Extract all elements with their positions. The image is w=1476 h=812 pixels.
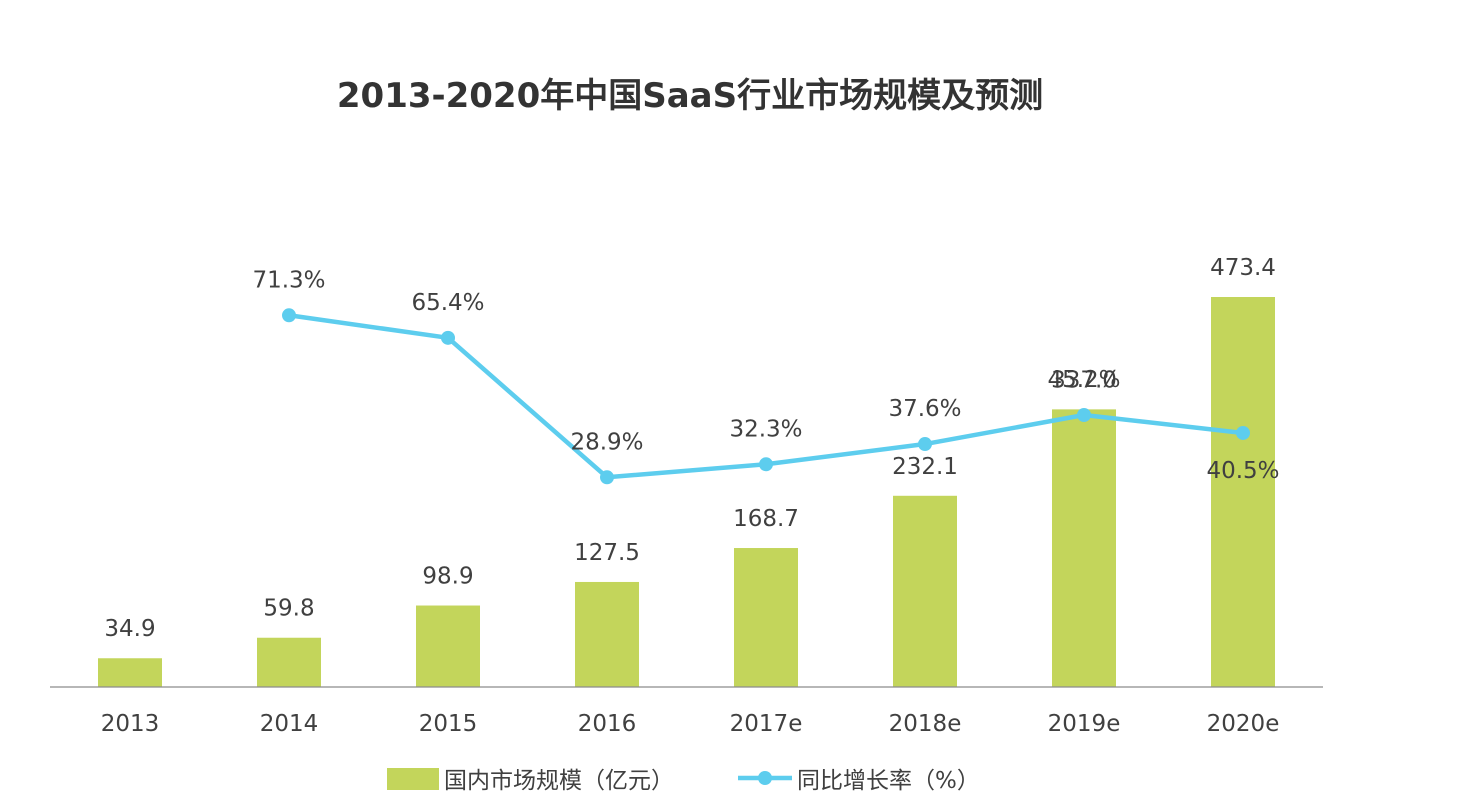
x-tick-2014: 2014 xyxy=(260,711,319,737)
growth-label-2014: 71.3% xyxy=(252,267,325,293)
growth-rate-labels: 71.3% 65.4% 28.9% 32.3% 37.6% 45.2% 40.5% xyxy=(252,267,1279,484)
legend-bar-swatch xyxy=(387,768,439,790)
legend: 国内市场规模（亿元） 同比增长率（%） xyxy=(387,768,980,794)
bar-label-2015: 98.9 xyxy=(422,564,473,590)
growth-point-2016 xyxy=(600,470,614,485)
growth-label-2020e: 40.5% xyxy=(1206,458,1279,484)
x-axis-ticks: 2013 2014 2015 2016 2017e 2018e 2019e 2020e xyxy=(101,711,1280,737)
x-tick-2016: 2016 xyxy=(578,711,637,737)
legend-line-dot xyxy=(758,771,772,785)
bar-2019e xyxy=(1052,409,1116,687)
legend-bar-label: 国内市场规模（亿元） xyxy=(444,768,674,794)
bar-series xyxy=(98,297,1275,687)
bar-2015 xyxy=(416,605,480,687)
bar-label-2017e: 168.7 xyxy=(733,506,799,532)
chart-title: 2013-2020年中国SaaS行业市场规模及预测 xyxy=(337,76,1043,116)
bar-2017e xyxy=(734,548,798,687)
growth-point-2019e xyxy=(1077,408,1091,423)
x-tick-2020e: 2020e xyxy=(1207,711,1280,737)
x-tick-2018e: 2018e xyxy=(889,711,962,737)
bar-2016 xyxy=(575,581,639,687)
bar-2014 xyxy=(257,637,321,687)
growth-label-2015: 65.4% xyxy=(411,290,484,316)
x-tick-2013: 2013 xyxy=(101,711,160,737)
legend-line-label: 同比增长率（%） xyxy=(797,768,980,794)
growth-label-2019e: 45.2% xyxy=(1047,367,1120,393)
growth-point-2018e xyxy=(918,437,932,452)
bar-label-2018e: 232.1 xyxy=(892,454,958,480)
growth-point-2020e xyxy=(1236,425,1250,440)
bar-label-2019e: 337.0 xyxy=(1051,367,1117,393)
bar-2020e xyxy=(1211,297,1275,687)
growth-rate-points xyxy=(282,308,1250,485)
growth-point-2017e xyxy=(759,457,773,472)
bar-label-2014: 59.8 xyxy=(263,596,314,622)
x-tick-2019e: 2019e xyxy=(1048,711,1121,737)
bar-label-2016: 127.5 xyxy=(574,540,640,566)
growth-label-2016: 28.9% xyxy=(570,429,643,455)
bar-label-2020e: 473.4 xyxy=(1210,255,1276,281)
bar-value-labels: 34.9 59.8 98.9 127.5 168.7 232.1 337.0 473.4 xyxy=(104,255,1276,642)
bar-2018e xyxy=(893,495,957,687)
growth-point-2014 xyxy=(282,308,296,323)
x-tick-2015: 2015 xyxy=(419,711,478,737)
growth-label-2018e: 37.6% xyxy=(888,396,961,422)
growth-label-2017e: 32.3% xyxy=(729,416,802,442)
bar-label-2013: 34.9 xyxy=(104,616,155,642)
bar-2013 xyxy=(98,658,162,687)
growth-point-2015 xyxy=(441,330,455,345)
x-tick-2017e: 2017e xyxy=(730,711,803,737)
